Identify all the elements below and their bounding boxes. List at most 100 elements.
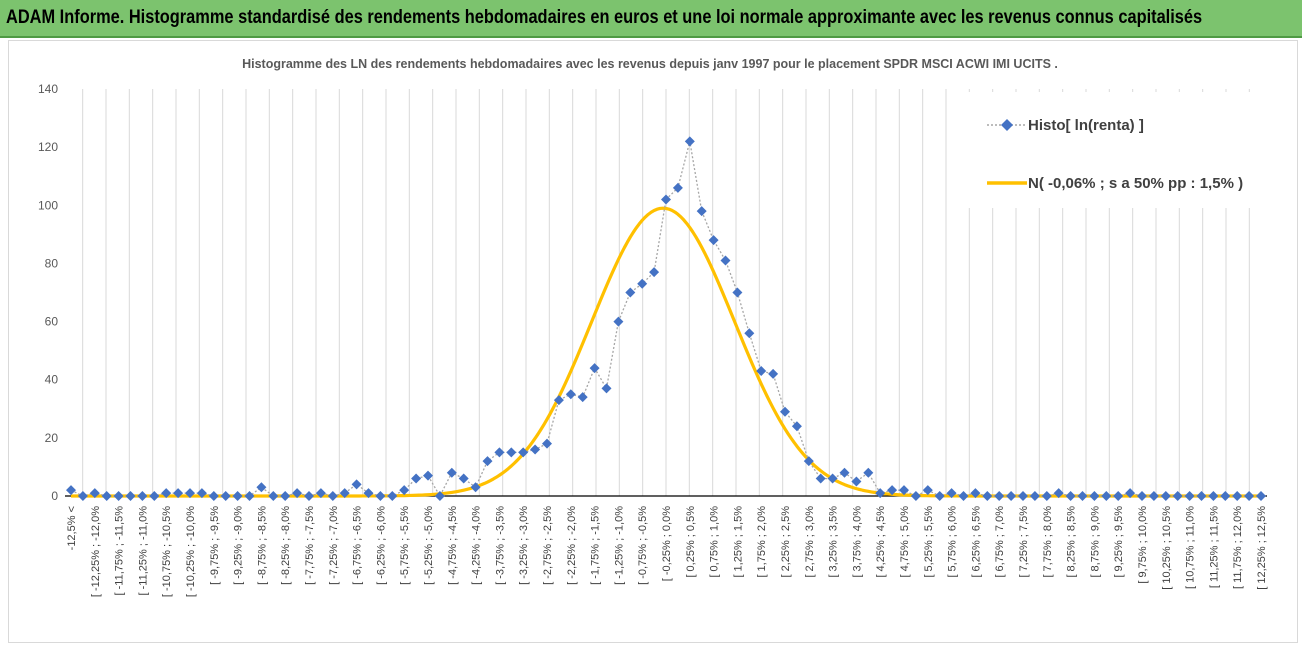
histo-point (530, 444, 541, 455)
histo-point (482, 456, 493, 467)
histo-point (672, 182, 683, 193)
histo-point (803, 456, 814, 467)
histo-point (292, 488, 303, 499)
histo-point (339, 488, 350, 499)
histo-point (66, 485, 76, 496)
x-tick-label: [ 7,25% ; 7,5% (1018, 506, 1030, 578)
x-tick-label: [ -7,25% ; -7,0% (328, 506, 340, 585)
histo-point (1160, 491, 1171, 501)
histo-point (518, 447, 529, 458)
histo-point (1101, 491, 1112, 501)
histo-point (875, 488, 886, 499)
x-tick-label: [ -3,25% ; -3,0% (518, 506, 530, 585)
histo-point (958, 491, 969, 501)
histo-point (1125, 488, 1136, 499)
x-tick-label: [ 2,75% ; 3,0% (804, 506, 816, 578)
x-tick-label: [ 6,75% ; 7,0% (994, 506, 1006, 578)
histo-point (887, 485, 898, 496)
histo-point (101, 491, 112, 501)
histo-point (565, 389, 576, 400)
chart-title: Histogramme des LN des rendements hebdom… (242, 57, 1058, 71)
legend-label-normal: N( -0,06% ; s a 50% pp : 1,5% ) (1028, 175, 1243, 192)
x-tick-label: [ -8,75% ; -8,5% (256, 506, 268, 585)
histo-point (994, 491, 1005, 501)
histo-point (149, 491, 160, 501)
x-tick-label: [ -7,75% ; -7,5% (304, 506, 316, 585)
series-layer (66, 136, 1266, 501)
x-tick-label: [ -0,25% ; 0,0% (661, 506, 673, 581)
histo-point (625, 287, 636, 298)
histo-point (399, 485, 410, 496)
histo-point (946, 488, 957, 499)
x-tick-label: [ 0,25% ; 0,5% (685, 506, 697, 578)
histo-point (327, 491, 338, 501)
histo-point (185, 488, 195, 499)
histo-point (732, 287, 743, 298)
x-tick-label: [ 3,25% ; 3,5% (828, 506, 840, 578)
x-tick-label: [ 5,75% ; 6,0% (947, 506, 959, 578)
histo-point (1077, 491, 1088, 501)
histo-point (506, 447, 517, 458)
histo-point (423, 470, 433, 481)
histo-point (1041, 491, 1052, 501)
histo-point (268, 491, 279, 501)
histo-point (434, 491, 445, 501)
x-tick-label: [ 8,25% ; 8,5% (1066, 506, 1078, 578)
histo-point (232, 491, 243, 501)
x-tick-label: [ 4,25% ; 4,5% (875, 506, 887, 578)
histo-point (577, 392, 588, 403)
x-tick-label: [ 2,25% ; 2,5% (780, 506, 792, 578)
histo-point (768, 368, 779, 379)
x-tick-label: -12,5% < (66, 506, 78, 550)
x-tick-label: [ 9,25% ; 9,5% (1113, 506, 1125, 578)
x-tick-label: [ 8,75% ; 9,0% (1089, 506, 1101, 578)
x-tick-label: [ -11,75% ; -11,5% (114, 506, 126, 596)
histo-point (1244, 491, 1255, 501)
x-tick-label: [ -1,25% ; -1,0% (613, 506, 625, 585)
x-tick-label: [ 7,75% ; 8,0% (1042, 506, 1054, 578)
histo-point (637, 278, 648, 289)
histo-point (982, 491, 993, 501)
x-tick-label: [ 0,75% ; 1,0% (709, 506, 721, 578)
histo-point (387, 491, 398, 501)
x-tick-label: [ 12,25% ; 12,5% (1256, 506, 1268, 590)
histo-point (720, 255, 731, 266)
title-banner: ADAM Informe. Histogramme standardisé de… (0, 0, 1302, 38)
histo-point (363, 488, 374, 499)
x-tick-label: [ 4,75% ; 5,0% (899, 506, 911, 578)
histo-point (1172, 491, 1183, 501)
histo-point (1196, 491, 1207, 501)
x-axis-labels: -12,5% < [ -12,25% ; -12,0% [ -11,75% ; -1… (66, 506, 1268, 597)
y-tick-label: 40 (45, 373, 59, 387)
x-tick-label: [ -10,25% ; -10,0% (185, 506, 197, 597)
histo-point (791, 421, 802, 432)
x-tick-label: [ -6,25% ; -6,0% (375, 506, 387, 585)
histo-point (1018, 491, 1028, 501)
x-tick-label: [ -1,75% ; -1,5% (590, 506, 602, 585)
x-tick-label: [ 1,75% ; 2,0% (756, 506, 768, 578)
y-tick-label: 20 (45, 431, 59, 445)
y-tick-label: 140 (38, 82, 58, 96)
chart-legend: Histo[ ln(renta) ] N( -0,06% ; s a 50% p… (962, 92, 1290, 208)
x-tick-label: [ 1,25% ; 1,5% (732, 506, 744, 578)
histo-point (1208, 491, 1219, 501)
histo-point (375, 491, 386, 501)
histo-point (137, 491, 148, 501)
x-tick-label: [ 11,25% ; 11,5% (1208, 506, 1220, 588)
histo-point (470, 482, 481, 493)
legend-background (962, 92, 1290, 208)
histo-point (411, 473, 422, 484)
x-tick-label: [ -10,75% ; -10,5% (161, 506, 173, 597)
histo-point (649, 267, 660, 278)
y-axis: 0 20 40 60 80 100 120 140 (38, 82, 58, 503)
y-tick-label: 120 (38, 140, 58, 154)
histo-point (113, 491, 124, 501)
histo-point (613, 316, 624, 327)
y-tick-label: 0 (51, 489, 58, 503)
histo-point (1029, 491, 1040, 501)
histo-point (1220, 491, 1231, 501)
histo-point (922, 485, 933, 496)
x-tick-label: [ -2,75% ; -2,5% (542, 506, 554, 585)
histo-point (851, 476, 862, 487)
histo-point (161, 488, 172, 499)
